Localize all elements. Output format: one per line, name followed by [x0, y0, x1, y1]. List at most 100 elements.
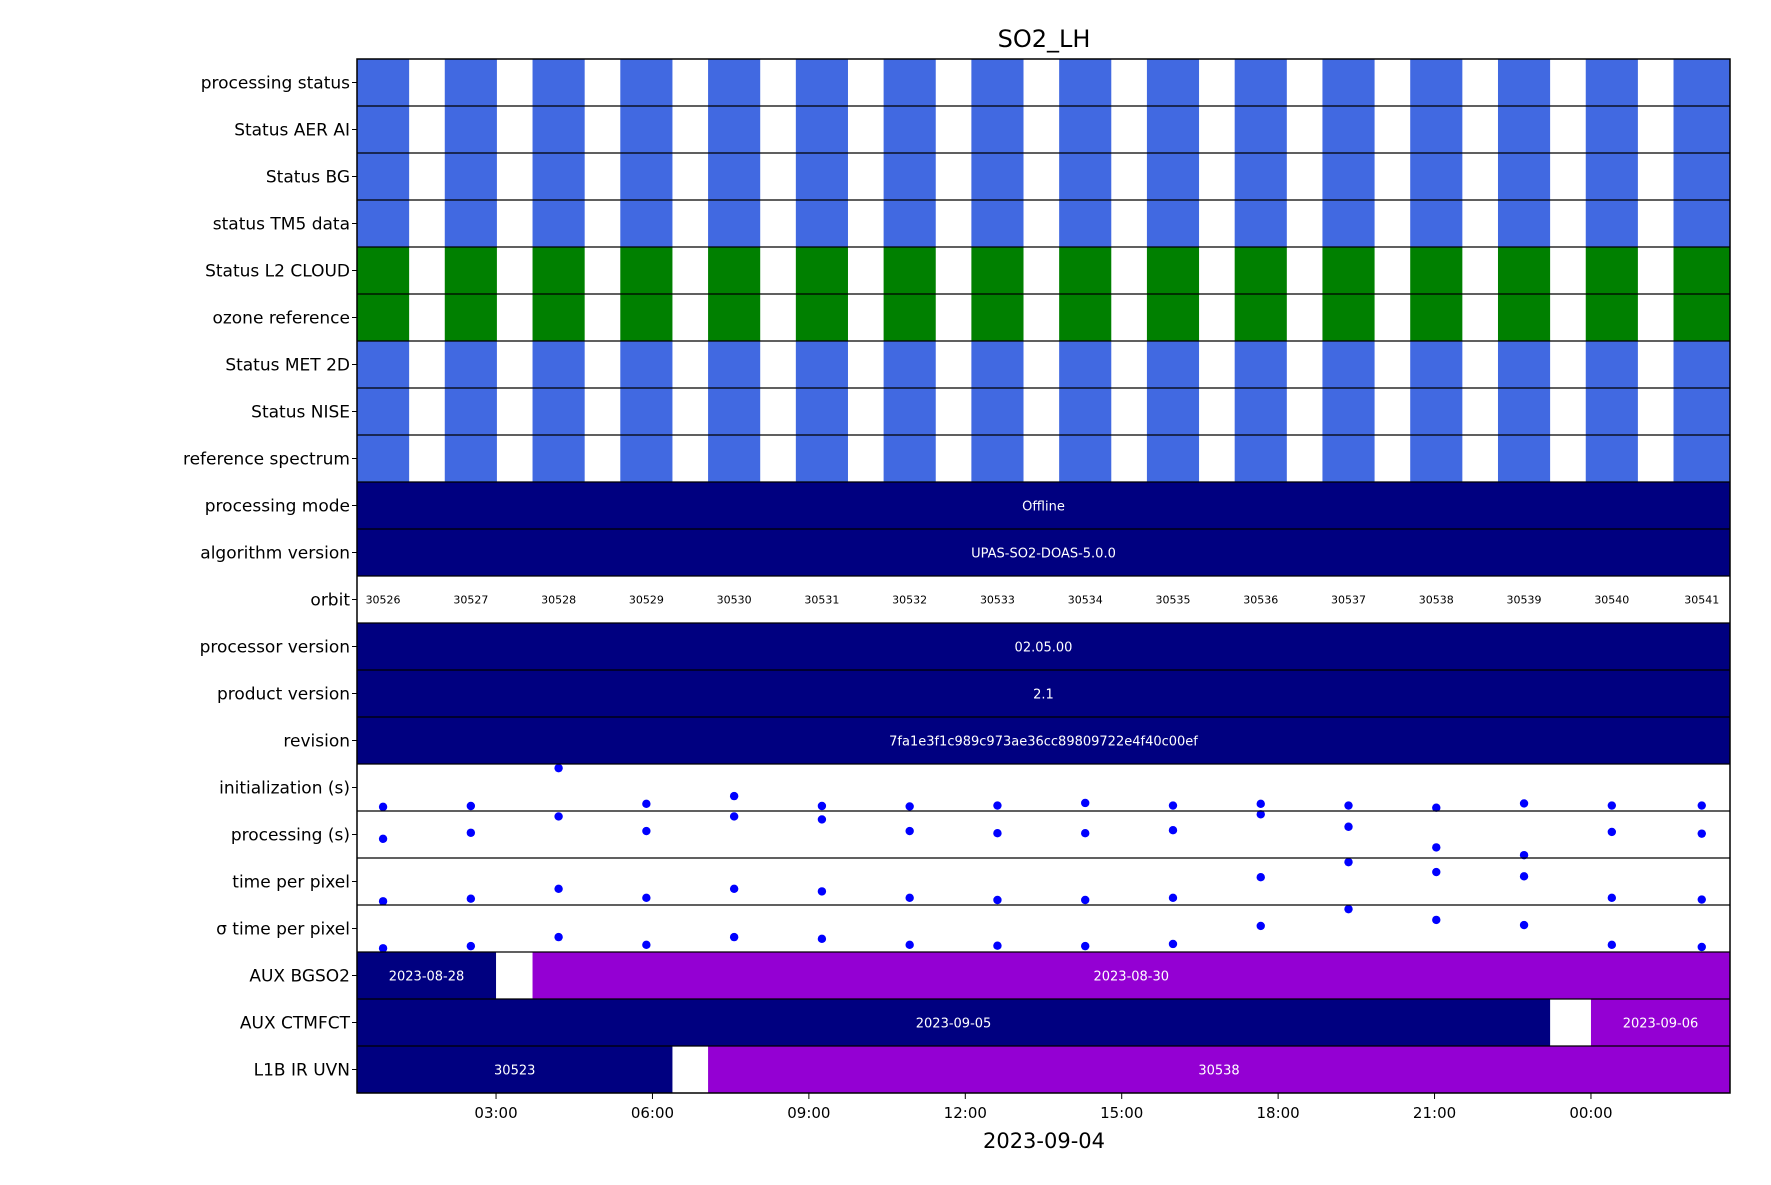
- orbit-number-label: 30541: [1684, 594, 1719, 607]
- data-point: [554, 763, 563, 773]
- data-point: [729, 884, 739, 894]
- orbit-bar: [1234, 294, 1287, 341]
- orbit-bar: [444, 59, 497, 106]
- row-label: orbit: [310, 591, 350, 611]
- orbit-bar: [1410, 200, 1463, 247]
- orbit-bar: [1322, 247, 1375, 294]
- orbit-bar: [1234, 341, 1287, 388]
- data-point: [729, 812, 739, 821]
- orbit-bar: [971, 294, 1024, 341]
- orbit-bar: [1059, 106, 1112, 153]
- data-point: [378, 897, 388, 906]
- orbit-number-label: 30533: [980, 594, 1015, 607]
- orbit-bar: [971, 388, 1024, 435]
- x-axis-label: 2023-09-04: [983, 1129, 1105, 1153]
- data-point: [729, 932, 739, 942]
- span-bar: [357, 717, 1730, 764]
- data-point: [729, 791, 739, 801]
- orbit-bar: [971, 59, 1024, 106]
- orbit-bar: [620, 106, 673, 153]
- orbit-bar: [1234, 106, 1287, 153]
- orbit-bar: [883, 341, 936, 388]
- span-bar: [532, 952, 1731, 999]
- orbit-bar: [708, 59, 761, 106]
- data-point: [1432, 915, 1441, 925]
- orbit-number-label: 30534: [1068, 594, 1103, 607]
- orbit-bar: [357, 388, 410, 435]
- span-label: UPAS-SO2-DOAS-5.0.0: [971, 547, 1116, 562]
- data-point: [1697, 829, 1706, 838]
- orbit-bar: [620, 435, 673, 482]
- span-bar: [357, 482, 1730, 529]
- data-point: [1081, 941, 1090, 951]
- span-bar: [1590, 999, 1730, 1046]
- orbit-bar: [1497, 294, 1551, 341]
- span-bar: [357, 529, 1730, 576]
- orbit-bar: [1673, 153, 1730, 200]
- span-bar: [357, 623, 1730, 670]
- data-point: [1607, 893, 1617, 903]
- orbit-bar: [1673, 247, 1730, 294]
- orbit-bar: [1497, 388, 1551, 435]
- orbit-bar: [1497, 106, 1551, 153]
- row-label: AUX CTMFCT: [240, 1014, 351, 1034]
- data-point: [642, 940, 651, 950]
- orbit-bar: [1322, 388, 1375, 435]
- orbit-bar: [883, 388, 936, 435]
- row-label: reference spectrum: [183, 450, 350, 470]
- orbit-bar: [1410, 153, 1463, 200]
- data-point: [554, 932, 563, 942]
- orbit-bar: [444, 106, 497, 153]
- orbit-bar: [883, 247, 936, 294]
- data-point: [1432, 867, 1441, 877]
- data-point: [905, 940, 914, 950]
- row-label: revision: [283, 732, 350, 752]
- orbit-bar: [1585, 59, 1638, 106]
- orbit-bar: [620, 200, 673, 247]
- orbit-number-label: 30540: [1594, 594, 1629, 607]
- data-point: [1344, 904, 1353, 914]
- orbit-bar: [532, 200, 585, 247]
- orbit-bar: [357, 59, 410, 106]
- orbit-bar: [1673, 59, 1730, 106]
- data-point: [1256, 921, 1265, 931]
- data-point: [642, 826, 651, 836]
- orbit-bar: [795, 106, 848, 153]
- orbit-bar: [1497, 247, 1551, 294]
- orbit-bar: [620, 247, 673, 294]
- orbit-bar: [1322, 341, 1375, 388]
- data-point: [1607, 940, 1617, 950]
- orbit-bar: [1585, 294, 1638, 341]
- orbit-bar: [708, 341, 761, 388]
- x-tick-label: 15:00: [1100, 1104, 1143, 1122]
- orbit-bar: [444, 247, 497, 294]
- data-point: [466, 801, 476, 811]
- orbit-bar: [532, 435, 585, 482]
- orbit-bar: [1234, 59, 1287, 106]
- orbit-bar: [971, 200, 1024, 247]
- data-point: [1519, 920, 1529, 930]
- data-point: [1432, 803, 1441, 812]
- orbit-bar: [971, 247, 1024, 294]
- orbit-bar: [883, 435, 936, 482]
- span-bar: [357, 1046, 673, 1093]
- orbit-bar: [1410, 341, 1463, 388]
- orbit-bar: [1146, 388, 1200, 435]
- data-point: [1432, 843, 1441, 852]
- data-point: [817, 934, 827, 944]
- span-label: 30523: [494, 1064, 535, 1079]
- orbit-bar: [620, 341, 673, 388]
- orbit-bar: [1673, 106, 1730, 153]
- orbit-bar: [1322, 153, 1375, 200]
- span-label: 7fa1e3f1c989c973ae36cc89809722e4f40c00ef: [889, 735, 1198, 750]
- row-label: processor version: [200, 638, 350, 658]
- row-label: Status BG: [266, 168, 350, 188]
- data-point: [1168, 801, 1178, 810]
- data-point: [1168, 893, 1178, 903]
- row-label: processing status: [201, 74, 350, 94]
- span-label: 2023-08-28: [389, 970, 465, 985]
- orbit-bar: [708, 200, 761, 247]
- orbit-bar: [1673, 388, 1730, 435]
- orbit-bar: [708, 106, 761, 153]
